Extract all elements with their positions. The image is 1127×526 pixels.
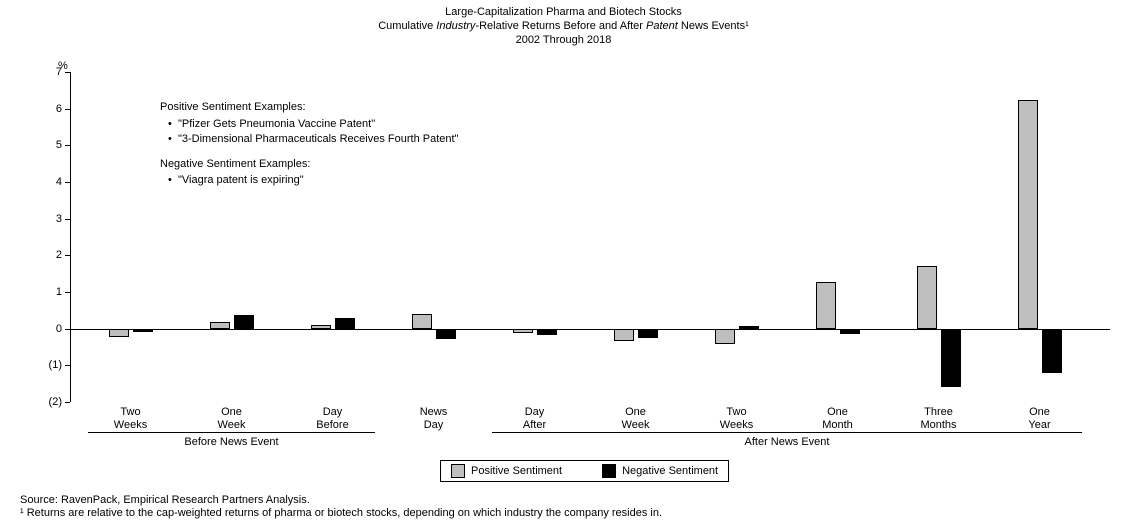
pos-example-2: "3-Dimensional Pharmaceuticals Receives … (160, 132, 458, 147)
bar-positive (715, 329, 735, 344)
bar-negative (739, 326, 759, 329)
pos-example-1: "Pfizer Gets Pneumonia Vaccine Patent" (160, 117, 458, 132)
legend-item-positive: Positive Sentiment (451, 464, 562, 478)
group-label: After News Event (492, 436, 1082, 448)
chart-container: Large-Capitalization Pharma and Biotech … (0, 0, 1127, 526)
y-tick-label: 1 (38, 286, 62, 298)
bar-positive (1018, 100, 1038, 329)
bar-positive (311, 325, 331, 329)
bar-positive (614, 329, 634, 342)
bar-negative (840, 329, 860, 335)
legend-swatch-positive (451, 464, 465, 478)
category-label: ThreeMonths (888, 402, 989, 431)
category-label: OneMonth (787, 402, 888, 431)
y-tick-label: 6 (38, 103, 62, 115)
title-line2: Cumulative Industry-Relative Returns Bef… (0, 20, 1127, 34)
title-block: Large-Capitalization Pharma and Biotech … (0, 0, 1127, 47)
category-label: DayAfter (484, 402, 585, 431)
y-tick-label: 0 (38, 323, 62, 335)
bar-positive (109, 329, 129, 337)
title-line3: 2002 Through 2018 (0, 34, 1127, 48)
bar-positive (816, 282, 836, 329)
title-line1: Large-Capitalization Pharma and Biotech … (0, 6, 1127, 20)
category-label: OneYear (989, 402, 1090, 431)
category-label: TwoWeeks (80, 402, 181, 431)
bar-negative (638, 329, 658, 338)
bar-negative (941, 329, 961, 388)
bar-negative (133, 329, 153, 333)
legend-swatch-negative (602, 464, 616, 478)
bar-negative (436, 329, 456, 339)
legend-item-negative: Negative Sentiment (602, 464, 718, 478)
group-label: Before News Event (88, 436, 375, 448)
bar-positive (210, 322, 230, 329)
y-tick-label: 3 (38, 213, 62, 225)
y-tick-label: (1) (38, 359, 62, 371)
y-tick-label: 2 (38, 249, 62, 261)
bar-negative (537, 329, 557, 336)
bar-negative (234, 315, 254, 329)
bar-positive (513, 329, 533, 333)
footnote: Source: RavenPack, Empirical Research Pa… (20, 494, 662, 520)
bar-negative (335, 318, 355, 328)
neg-examples-header: Negative Sentiment Examples: (160, 157, 458, 172)
y-tick-label: 5 (38, 139, 62, 151)
bar-positive (917, 266, 937, 328)
y-tick-label: 7 (38, 66, 62, 78)
y-tick-label: (2) (38, 396, 62, 408)
annotation-examples: Positive Sentiment Examples: "Pfizer Get… (160, 100, 458, 188)
legend: Positive Sentiment Negative Sentiment (440, 460, 729, 482)
neg-example-1: "Viagra patent is expiring" (160, 173, 458, 188)
category-label: DayBefore (282, 402, 383, 431)
bar-negative (1042, 329, 1062, 373)
footnote-note: ¹ Returns are relative to the cap-weight… (20, 507, 662, 520)
bar-positive (412, 314, 432, 329)
pos-examples-header: Positive Sentiment Examples: (160, 100, 458, 115)
category-label: TwoWeeks (686, 402, 787, 431)
y-tick-label: 4 (38, 176, 62, 188)
category-label: OneWeek (585, 402, 686, 431)
category-label: OneWeek (181, 402, 282, 431)
footnote-source: Source: RavenPack, Empirical Research Pa… (20, 494, 662, 507)
category-label: NewsDay (383, 402, 484, 431)
